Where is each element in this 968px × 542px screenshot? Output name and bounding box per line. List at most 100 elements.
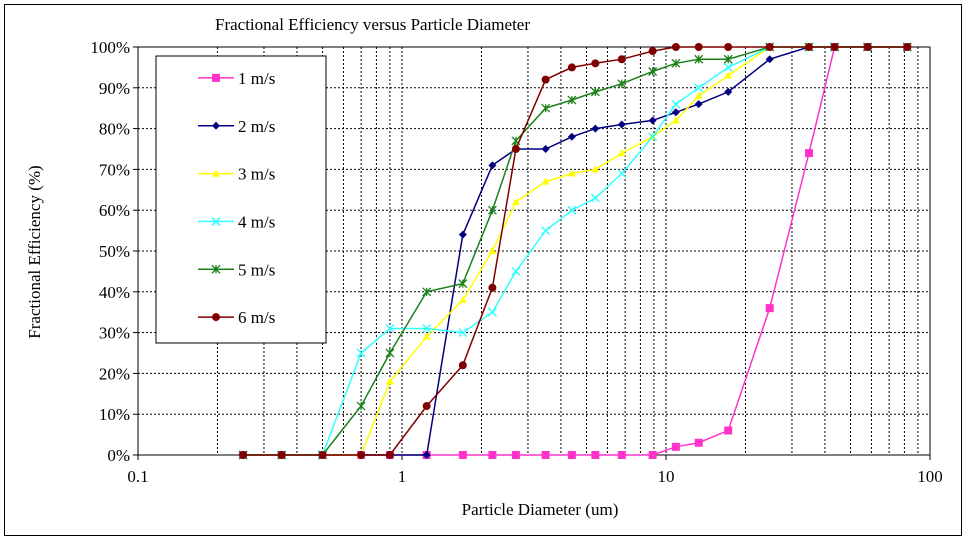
data-point bbox=[724, 43, 733, 51]
data-point bbox=[671, 108, 680, 117]
series-line bbox=[243, 46, 908, 456]
data-point bbox=[671, 99, 681, 109]
data-point bbox=[356, 401, 366, 411]
x-tick-label: 0.1 bbox=[127, 467, 148, 486]
data-point bbox=[422, 287, 432, 297]
data-point bbox=[511, 145, 520, 153]
data-point bbox=[541, 75, 550, 84]
legend-item: 1 m/s bbox=[198, 69, 275, 88]
data-point bbox=[617, 168, 627, 179]
data-point bbox=[488, 283, 497, 292]
data-point bbox=[648, 47, 657, 56]
marker-stroke bbox=[385, 323, 395, 334]
legend-label: 5 m/s bbox=[238, 260, 275, 279]
series-6 bbox=[239, 43, 912, 459]
data-point bbox=[694, 83, 704, 93]
series bbox=[238, 42, 912, 460]
legend-label: 1 m/s bbox=[238, 69, 275, 88]
data-point bbox=[458, 328, 468, 338]
data-point bbox=[385, 451, 394, 459]
data-point bbox=[648, 116, 657, 125]
legend-item: 2 m/s bbox=[198, 117, 275, 136]
legend-marker bbox=[211, 216, 221, 226]
y-tick-label: 10% bbox=[99, 405, 130, 424]
data-point bbox=[458, 230, 467, 239]
y-tick-label: 20% bbox=[99, 364, 130, 383]
legend-marker bbox=[212, 313, 220, 322]
data-point bbox=[487, 205, 497, 215]
legend-item: 4 m/s bbox=[198, 212, 275, 231]
data-point bbox=[723, 62, 733, 72]
data-point bbox=[617, 120, 626, 129]
data-point bbox=[648, 67, 658, 76]
x-tick-label: 100 bbox=[917, 467, 943, 486]
data-point bbox=[590, 87, 600, 97]
data-point bbox=[671, 58, 681, 68]
data-point bbox=[541, 226, 551, 236]
data-point bbox=[487, 307, 497, 317]
data-point bbox=[724, 71, 733, 79]
legend-marker bbox=[212, 73, 220, 82]
data-point bbox=[422, 402, 431, 411]
data-point bbox=[511, 266, 521, 276]
marker-stroke bbox=[567, 205, 577, 215]
data-point bbox=[671, 442, 680, 451]
data-point bbox=[567, 205, 577, 215]
y-axis-ticks: 0% 10% 20% 30% 40% 50% 60% 70% 80% 90% 100% bbox=[90, 38, 138, 465]
data-point bbox=[385, 377, 394, 385]
legend-item: 5 m/s bbox=[198, 260, 275, 279]
y-tick-label: 40% bbox=[99, 283, 130, 302]
y-tick-label: 30% bbox=[99, 324, 130, 343]
y-axis-label: Fractional Efficiency (%) bbox=[25, 165, 44, 338]
y-tick-label: 90% bbox=[99, 79, 130, 98]
data-point bbox=[567, 169, 576, 177]
legend-label: 2 m/s bbox=[238, 117, 275, 136]
legend-label: 6 m/s bbox=[238, 308, 275, 327]
legend-marker bbox=[212, 121, 220, 130]
x-axis-label: Particle Diameter (um) bbox=[462, 500, 619, 519]
data-point bbox=[458, 279, 468, 289]
data-point bbox=[765, 43, 774, 51]
data-point bbox=[804, 149, 813, 158]
data-point bbox=[694, 43, 703, 51]
data-point bbox=[567, 95, 577, 105]
data-point bbox=[617, 149, 626, 157]
data-point bbox=[357, 451, 366, 459]
data-point bbox=[511, 198, 520, 206]
y-tick-label: 50% bbox=[99, 242, 130, 261]
data-point bbox=[694, 54, 704, 64]
data-point bbox=[422, 332, 431, 340]
data-point bbox=[458, 451, 467, 459]
marker-stroke bbox=[211, 216, 221, 226]
legend-marker bbox=[212, 169, 220, 177]
data-point bbox=[385, 323, 395, 334]
data-point bbox=[422, 323, 432, 334]
data-point bbox=[458, 361, 467, 370]
data-point bbox=[671, 43, 680, 51]
data-point bbox=[567, 63, 576, 72]
marker-stroke bbox=[648, 132, 658, 142]
marker-stroke bbox=[356, 348, 366, 358]
y-tick-label: 70% bbox=[99, 160, 130, 179]
data-point bbox=[863, 43, 872, 51]
y-tick-label: 0% bbox=[107, 446, 130, 465]
data-point bbox=[694, 91, 703, 99]
marker-stroke bbox=[511, 266, 521, 276]
data-point bbox=[422, 451, 431, 459]
data-point bbox=[541, 103, 551, 113]
data-point bbox=[511, 451, 520, 459]
data-point bbox=[277, 451, 286, 459]
data-point bbox=[567, 132, 576, 141]
marker-stroke bbox=[422, 323, 432, 334]
data-point bbox=[903, 43, 912, 51]
data-point bbox=[804, 43, 813, 51]
data-point bbox=[723, 54, 733, 64]
data-point bbox=[590, 193, 600, 203]
marker-stroke bbox=[671, 99, 681, 109]
marker-stroke bbox=[723, 62, 733, 72]
data-point bbox=[617, 55, 626, 64]
data-point bbox=[488, 451, 497, 459]
data-point bbox=[671, 116, 680, 124]
data-point bbox=[488, 161, 497, 170]
